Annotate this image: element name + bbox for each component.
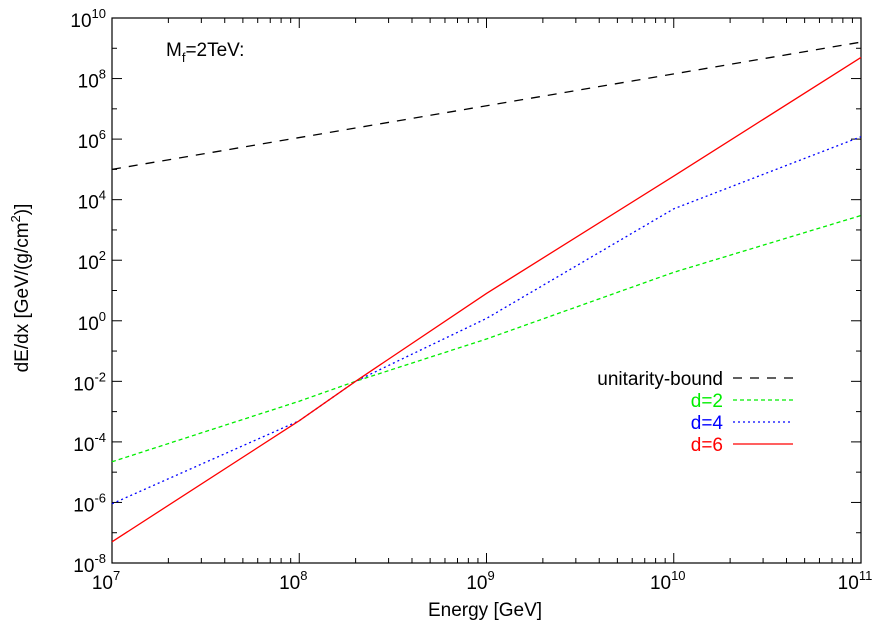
mass-annotation-sub: f bbox=[182, 50, 186, 65]
mass-annotation-rest: =2TeV: bbox=[185, 40, 244, 61]
y-axis-title-tail: )] bbox=[12, 204, 33, 216]
x-tick-label: 1010 bbox=[650, 568, 686, 594]
x-axis-title: Energy [GeV] bbox=[428, 600, 542, 621]
legend-label: d=4 bbox=[691, 413, 724, 434]
mass-annotation: Mf=2TeV: bbox=[166, 40, 244, 65]
axes bbox=[111, 17, 862, 564]
legend-label: d=6 bbox=[691, 435, 723, 456]
y-tick-label: 10-6 bbox=[73, 490, 106, 516]
y-tick-label: 10-8 bbox=[73, 551, 106, 577]
y-axis-title-sup: 2 bbox=[8, 215, 23, 222]
x-tick-label: 108 bbox=[279, 568, 307, 594]
plot-frame bbox=[111, 17, 862, 564]
ticks: 107 108 109 1010 1011 10-8 10-6 10-4 10-2 100 102 1… bbox=[70, 6, 872, 594]
legend-label: d=2 bbox=[691, 391, 723, 412]
y-tick-label: 10-2 bbox=[73, 369, 106, 395]
y-tick-label: 106 bbox=[78, 127, 106, 153]
series-line-unitarity-bound bbox=[111, 41, 862, 171]
x-tick-label: 1011 bbox=[838, 568, 873, 594]
y-tick-label: 102 bbox=[78, 248, 106, 274]
series-line-d-6 bbox=[111, 56, 862, 543]
mass-annotation-main: M bbox=[166, 40, 182, 61]
x-tick-label: 109 bbox=[466, 568, 494, 594]
y-tick-label: 104 bbox=[78, 188, 106, 214]
x-tick-label: 107 bbox=[92, 568, 120, 594]
y-tick-label: 100 bbox=[78, 309, 106, 335]
series-line-d-4 bbox=[111, 136, 862, 505]
y-tick-label: 108 bbox=[78, 67, 106, 93]
y-tick-label: 10-4 bbox=[73, 430, 106, 456]
y-tick-label: 1010 bbox=[70, 6, 106, 32]
legend-label: unitarity-bound bbox=[597, 369, 723, 390]
y-axis-title: dE/dx [GeV/(g/cm2)] bbox=[8, 204, 33, 373]
series-line-d-2 bbox=[111, 214, 862, 463]
y-axis-title-main: dE/dx [GeV/(g/cm bbox=[12, 222, 33, 372]
series-lines bbox=[111, 41, 862, 543]
